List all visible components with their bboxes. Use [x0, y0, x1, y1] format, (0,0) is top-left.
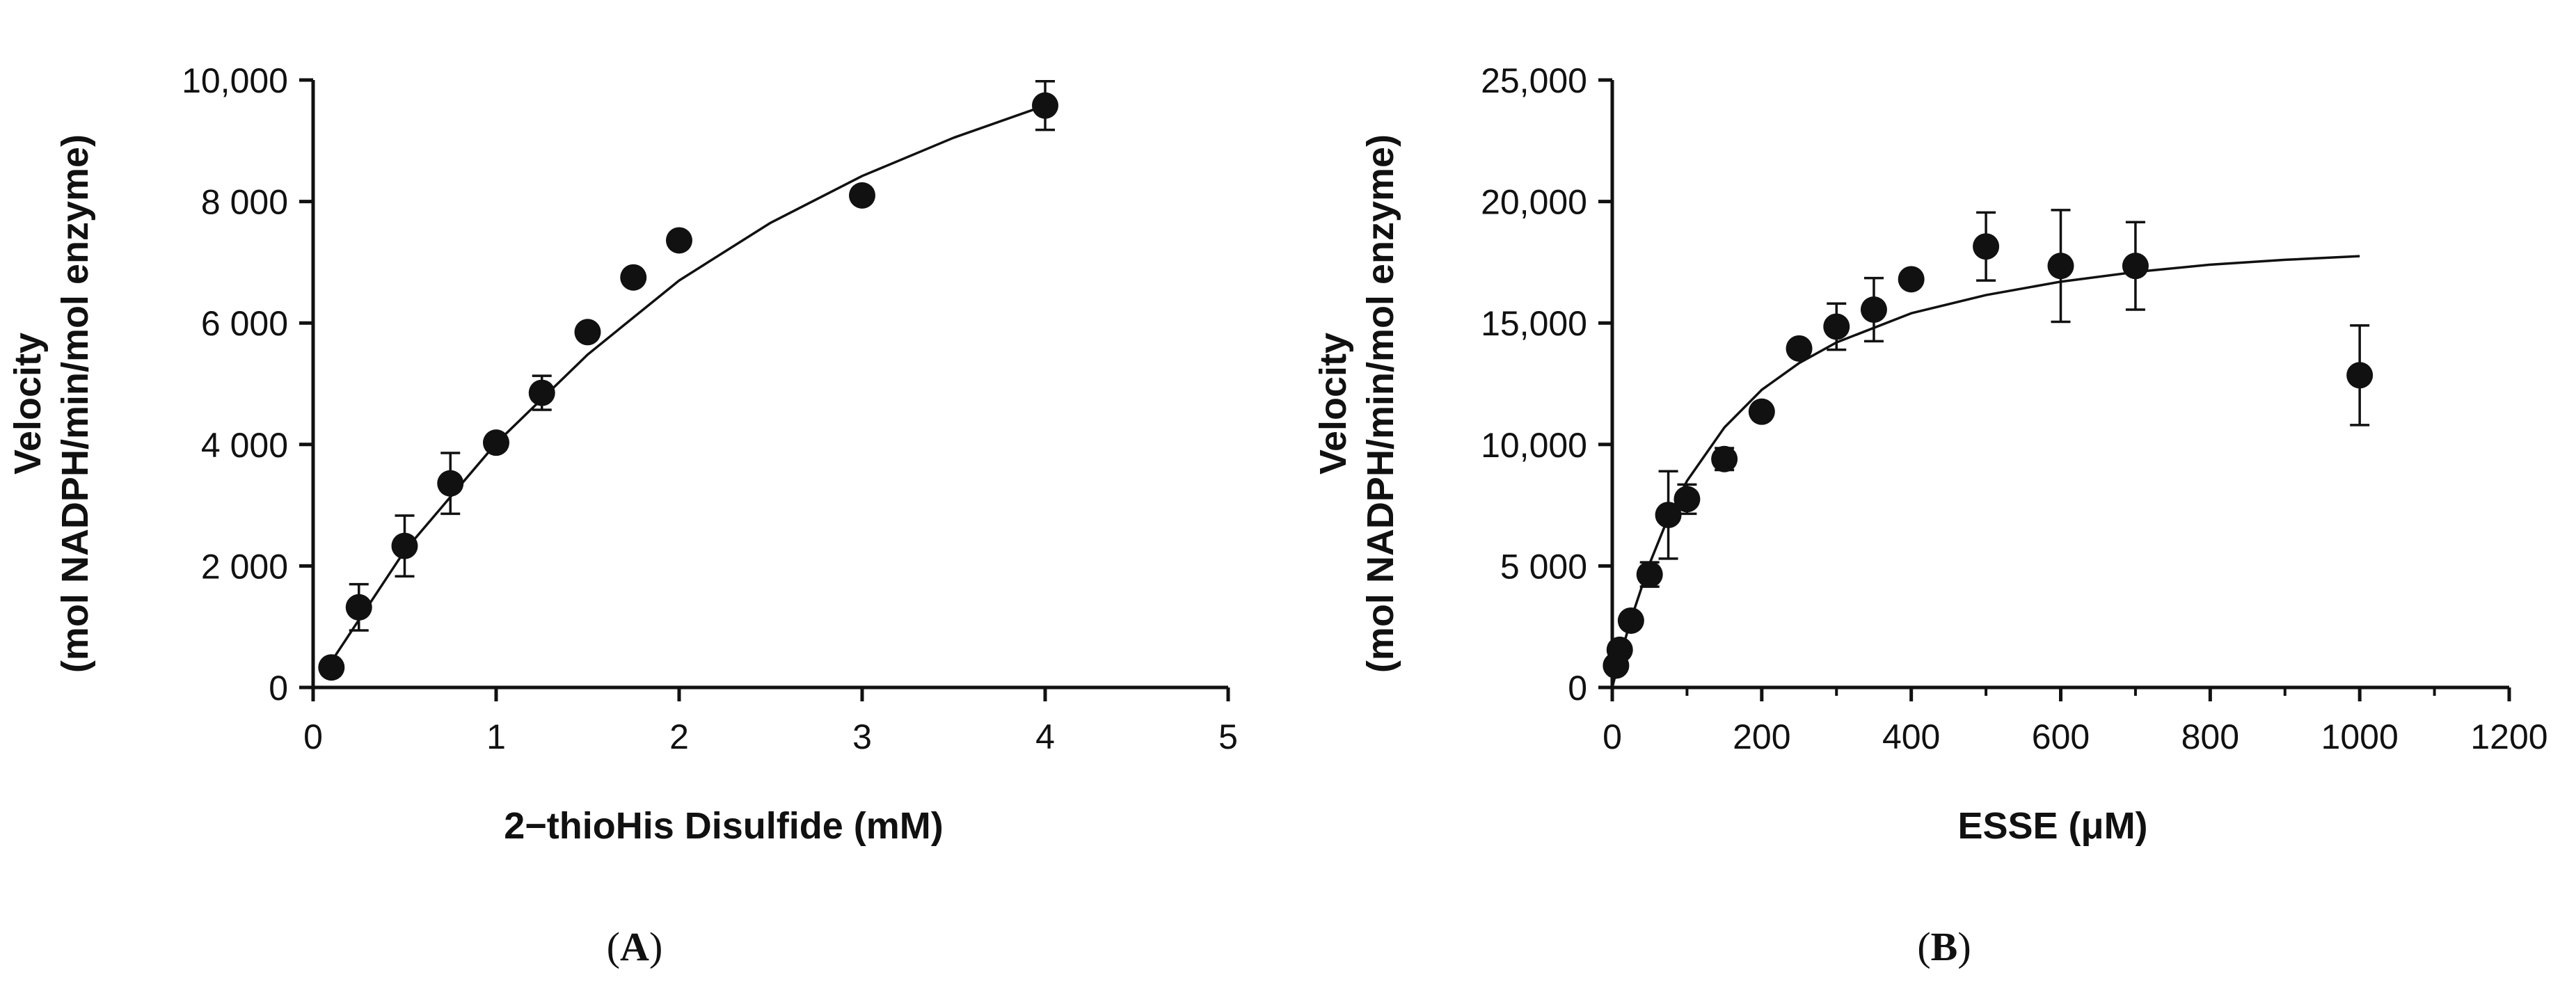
panel-a-y-tick-label: 2 000 — [201, 547, 288, 586]
panel-a-fit-curve — [321, 104, 1046, 676]
panel-a-label: (A) — [607, 924, 663, 969]
panel-b-x-axis-title: ESSE (μM) — [1957, 805, 2147, 847]
panel-a-data-point — [1032, 92, 1058, 119]
panel-b-data-point — [1606, 636, 1633, 663]
panel-a-y-tick-label: 0 — [269, 669, 288, 708]
panel-a-letter: A — [620, 924, 649, 969]
panel-a-x-tick-label: 1 — [486, 717, 506, 756]
panel-a-data-point — [849, 182, 875, 209]
panel-b-y-tick-label: 15,000 — [1481, 304, 1587, 343]
panel-b-y-tick-label: 25,000 — [1481, 61, 1587, 100]
panel-b-y-tick-label: 0 — [1568, 669, 1587, 708]
panel-b-data-point — [1860, 296, 1887, 323]
panel-b-y-axis-title-line1: Velocity — [1312, 333, 1354, 475]
panel-b-data-point — [1655, 502, 1682, 529]
panel-a-x-tick-label: 0 — [303, 717, 323, 756]
panel-a-data-point — [345, 594, 372, 621]
panel-b-y-axis-title-line2: (mol NADPH/min/mol enzyme) — [1360, 134, 1401, 673]
panel-b-data-point — [1617, 607, 1644, 634]
panel-a-x-tick-label: 3 — [852, 717, 872, 756]
panel-a-data-point — [318, 654, 345, 681]
panel-b-error-bar-layer — [1639, 209, 2370, 588]
panel-a-x-tick-label: 4 — [1035, 717, 1055, 756]
panel-b-y-tick-label: 10,000 — [1481, 426, 1587, 465]
chart-panel-b: 0 200 400 600 800 1000 1200 0 5 000 10,000 15,000 2… — [1312, 61, 2548, 969]
panel-b-x-tick-label: 800 — [2181, 717, 2239, 756]
panel-b-data-point — [1973, 233, 2000, 260]
panel-a-x-axis-title: 2−thioHis Disulfide (mM) — [504, 805, 944, 847]
panel-b-axes: 0 200 400 600 800 1000 1200 0 5 000 10,000 15,000 2… — [1481, 61, 2548, 756]
panel-b-data-point — [1898, 266, 1925, 293]
panel-a-data-point — [574, 319, 601, 346]
panel-b-point-layer — [1603, 233, 2374, 679]
chart-panel-a: 0 1 2 3 4 5 0 2 000 4 000 6 000 8 000 10,000 2−thio… — [7, 61, 1238, 969]
panel-a-x-tick-label: 2 — [669, 717, 689, 756]
panel-b-data-point — [1823, 313, 1850, 340]
panel-b-letter: B — [1931, 924, 1958, 969]
panel-a-y-tick-label: 4 000 — [201, 426, 288, 465]
panel-a-y-axis-title-line1: Velocity — [7, 333, 49, 475]
panel-b-y-tick-label: 5 000 — [1500, 547, 1587, 586]
panel-b-y-tick-label: 20,000 — [1481, 183, 1587, 222]
panel-a-y-tick-label: 8 000 — [201, 183, 288, 222]
panel-b-data-point — [1711, 445, 1738, 472]
panel-b-x-tick-label: 1000 — [2321, 717, 2399, 756]
panel-b-label: (B) — [1917, 924, 1971, 969]
panel-a-data-point — [437, 470, 464, 497]
panel-a-point-layer — [318, 92, 1058, 681]
panel-b-x-tick-label: 0 — [1603, 717, 1622, 756]
panel-a-y-tick-label: 6 000 — [201, 304, 288, 343]
panel-b-data-point — [2346, 362, 2374, 389]
panel-b-x-tick-label: 600 — [2032, 717, 2090, 756]
panel-b-x-tick-label: 400 — [1882, 717, 1940, 756]
panel-a-data-point — [391, 532, 418, 559]
panel-b-data-point — [1786, 335, 1813, 362]
panel-a-data-point — [620, 264, 647, 291]
panel-b-x-tick-label: 1200 — [2470, 717, 2547, 756]
panel-b-data-point — [1748, 398, 1775, 425]
panel-b-data-point — [2122, 253, 2149, 280]
panel-a-y-tick-label: 10,000 — [182, 61, 288, 100]
panel-a-data-point — [483, 429, 509, 456]
panel-b-data-point — [1636, 561, 1663, 588]
panel-b-x-tick-label: 200 — [1733, 717, 1790, 756]
panel-a-error-bar-layer — [349, 79, 1055, 632]
panel-a-y-axis-title-line2: (mol NADPH/min/mol enzyme) — [54, 134, 96, 673]
panel-a-axes: 0 1 2 3 4 5 0 2 000 4 000 6 000 8 000 10,000 — [182, 61, 1238, 756]
panel-a-data-point — [666, 227, 692, 254]
panel-a-x-tick-label: 5 — [1218, 717, 1238, 756]
panel-b-data-point — [1673, 486, 1701, 513]
panel-a-data-point — [528, 379, 555, 406]
panel-b-data-point — [2047, 253, 2074, 280]
panel-a-fit-layer — [321, 104, 1046, 676]
